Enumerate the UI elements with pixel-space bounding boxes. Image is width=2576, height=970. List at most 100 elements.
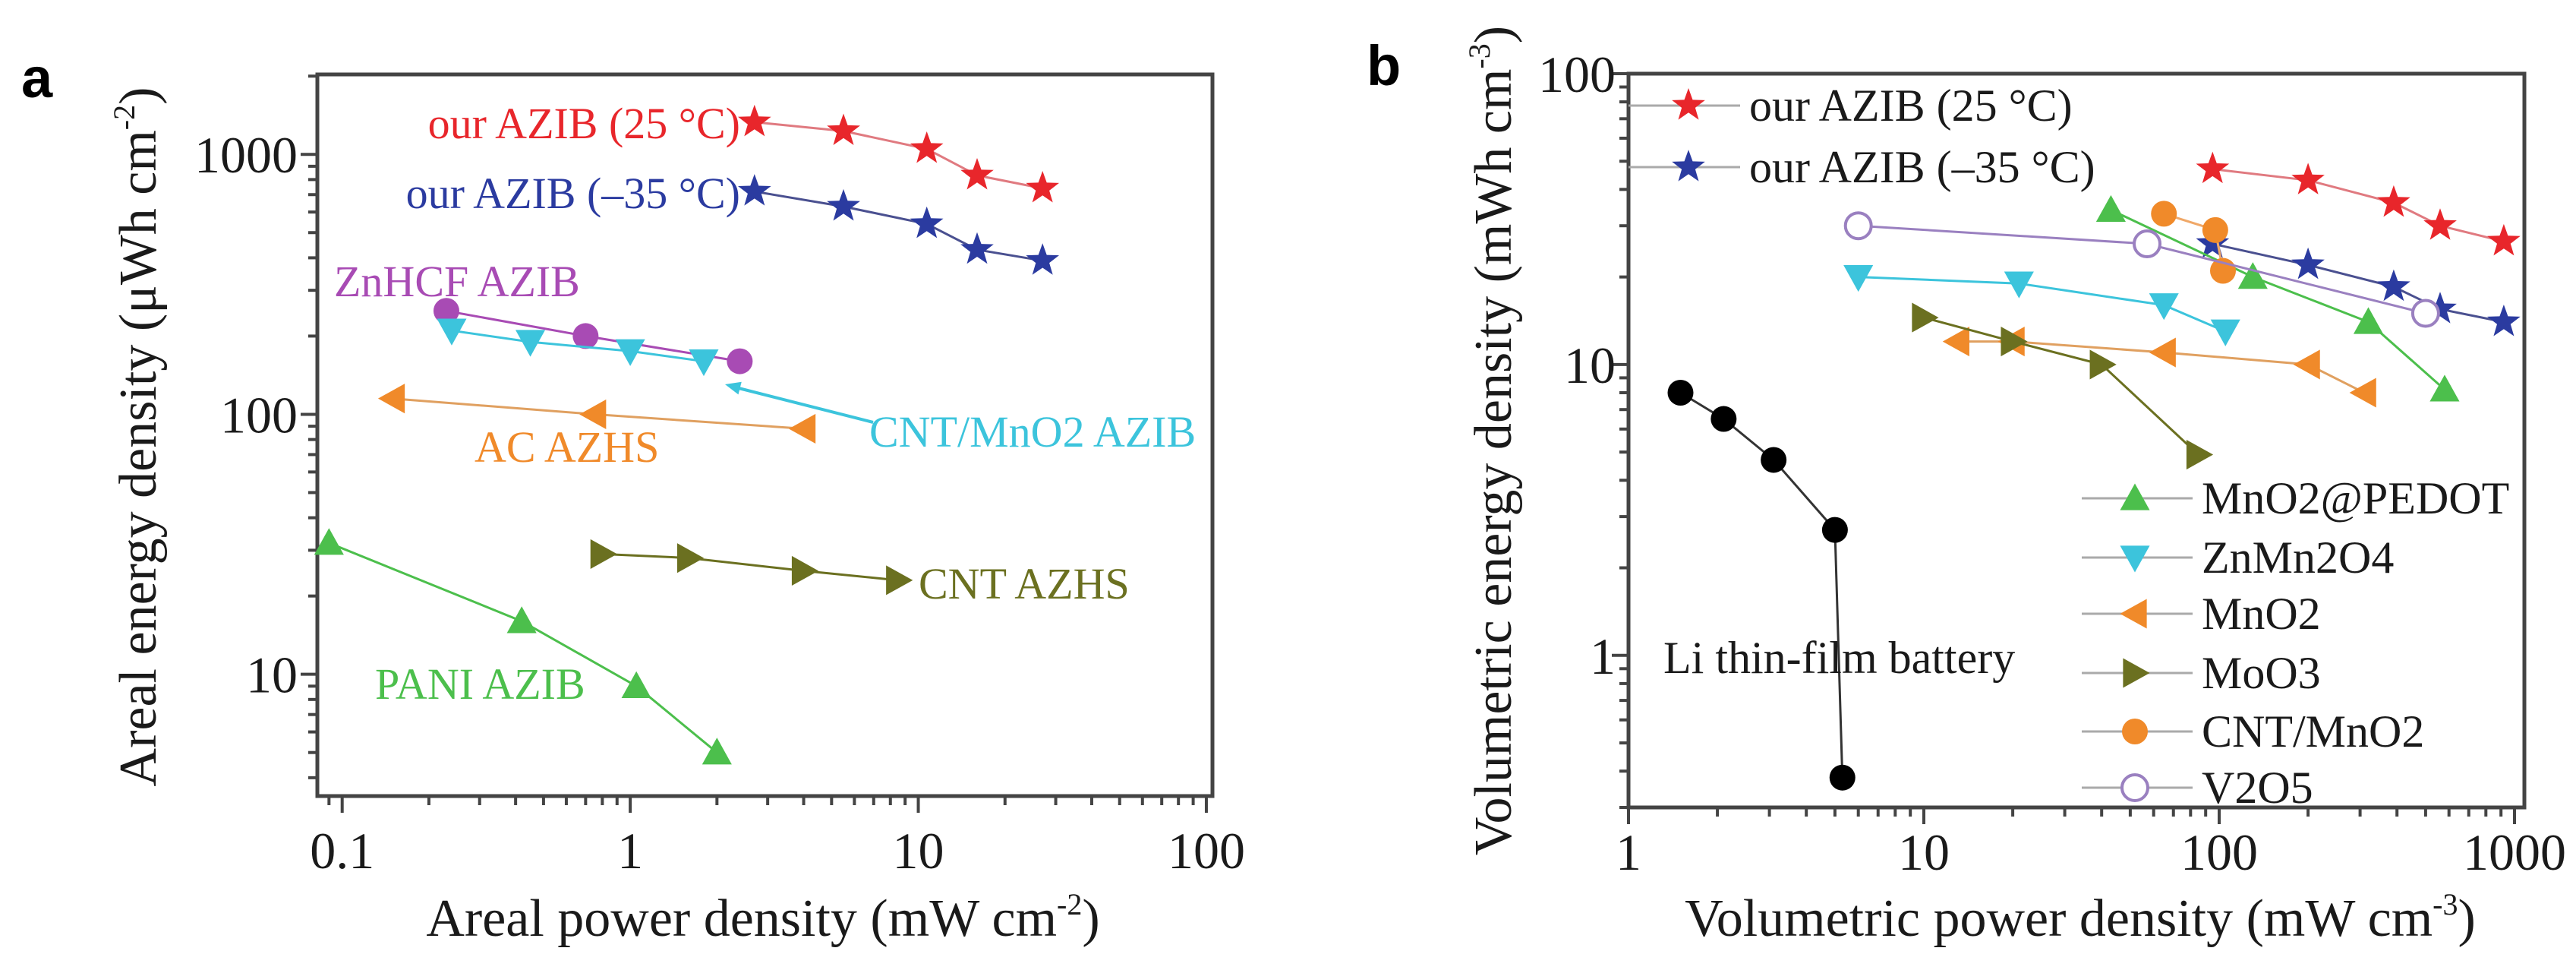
data-point xyxy=(2089,349,2117,380)
x-tick-label: 10 xyxy=(1898,823,1950,881)
series-mno2-pedot xyxy=(2095,194,2460,402)
series-line xyxy=(754,121,1043,190)
data-point xyxy=(2196,151,2230,184)
data-point xyxy=(2210,319,2240,346)
y-tick-label: 100 xyxy=(220,386,298,444)
y-axis-title-a: Areal energy density (μWh cm-2) xyxy=(107,87,168,787)
legend-marker xyxy=(1672,150,1705,182)
data-point xyxy=(2202,216,2228,243)
legend-entry: MnO2@PEDOT xyxy=(2082,473,2509,523)
data-point xyxy=(2237,262,2268,289)
data-point xyxy=(2353,307,2384,334)
data-point xyxy=(791,555,819,586)
legend-entry: MnO2 xyxy=(2082,589,2321,639)
data-point xyxy=(960,232,994,264)
series-line xyxy=(451,329,705,363)
legend-label: V2O5 xyxy=(2202,763,2313,813)
x-tick-label: 0.1 xyxy=(310,822,374,880)
x-tick-label: 10 xyxy=(893,822,944,880)
data-point xyxy=(377,384,405,414)
x-tick-label: 1 xyxy=(617,822,643,880)
data-point xyxy=(2429,374,2460,402)
y-tick-label: 100 xyxy=(1538,46,1616,103)
data-point xyxy=(2004,271,2034,299)
y-tick-label: 1000 xyxy=(194,126,298,184)
data-point xyxy=(2149,337,2176,368)
data-point xyxy=(506,606,537,634)
x-tick-label: 1 xyxy=(1616,823,1641,881)
series-line xyxy=(1679,391,1844,778)
x-tick-label: 100 xyxy=(1168,822,1245,880)
legend-entry: our AZIB (–35 °C) xyxy=(1629,142,2095,192)
series-our-azib-25-c- xyxy=(738,104,1059,203)
data-point xyxy=(2291,247,2325,280)
series-annotation: our AZIB (25 °C) xyxy=(428,99,740,148)
x-tick-label: 100 xyxy=(2180,823,2258,881)
legend-label: MnO2@PEDOT xyxy=(2202,473,2509,523)
series-line xyxy=(328,542,718,754)
legend-marker xyxy=(2123,658,2150,688)
series-line xyxy=(2212,168,2505,243)
data-point xyxy=(1942,327,1969,357)
plot-frame xyxy=(1626,71,2527,810)
data-point xyxy=(827,113,860,145)
legend-label: MoO3 xyxy=(2202,648,2321,698)
series-li-thin-film-battery xyxy=(1667,380,1856,791)
data-point xyxy=(1843,264,1874,292)
legend-label: our AZIB (25 °C) xyxy=(1749,81,2073,131)
data-point xyxy=(579,399,607,429)
data-point xyxy=(1026,171,1059,203)
data-point xyxy=(2186,439,2214,470)
legend-marker xyxy=(2120,483,2150,510)
series-znmn2o4 xyxy=(1843,264,2240,346)
series-annotation: AC AZHS xyxy=(475,422,659,472)
legend-label: our AZIB (–35 °C) xyxy=(1749,142,2095,192)
legend-marker xyxy=(2120,545,2150,573)
data-point xyxy=(2001,327,2028,357)
data-point xyxy=(2410,299,2440,328)
series-v2o5 xyxy=(1843,211,2440,328)
series-annotation: CNT/MnO2 AZIB xyxy=(869,407,1196,457)
data-point xyxy=(437,318,467,346)
legend-entry: our AZIB (25 °C) xyxy=(1629,81,2073,131)
series-our-azib-35-c- xyxy=(738,174,1059,275)
series-annotation: ZnHCF AZIB xyxy=(334,257,580,306)
legend-entry: V2O5 xyxy=(2082,763,2313,813)
data-point xyxy=(2149,293,2179,321)
data-point xyxy=(738,174,771,206)
data-point xyxy=(827,188,860,221)
series-annotation: Li thin-film battery xyxy=(1663,633,2015,683)
data-point xyxy=(1711,406,1737,432)
series-annotation: PANI AZIB xyxy=(375,659,585,709)
series-our-azib-25-c- xyxy=(2196,151,2521,256)
legend-entry: CNT/MnO2 xyxy=(2082,706,2424,757)
series-cnt-azhs xyxy=(590,539,913,596)
legend-marker xyxy=(2120,599,2147,629)
series-ac-azhs xyxy=(377,384,816,444)
data-point xyxy=(314,528,344,555)
data-point xyxy=(1667,380,1694,406)
series-line xyxy=(602,552,898,582)
legend-entry: ZnMn2O4 xyxy=(2082,532,2394,583)
y-axis-title-b: Volumetric energy density (mWh cm-3) xyxy=(1462,26,1523,855)
legend-label: MnO2 xyxy=(2202,589,2321,639)
data-point xyxy=(789,413,816,444)
series-cnt-mno2-azib xyxy=(437,318,719,377)
series-znhcf-azib xyxy=(433,298,753,374)
data-point xyxy=(1829,764,1856,791)
plot-frame xyxy=(315,72,1215,798)
x-axis-title-a: Areal power density (mW cm-2) xyxy=(426,887,1099,948)
plot-volumetric: 1 10 100 1000 1 10 100 our AZIB (25 °C) our AZIB… xyxy=(1538,46,2566,881)
data-point xyxy=(2133,229,2162,259)
annotation-arrow-head xyxy=(725,381,742,395)
data-point xyxy=(960,158,994,190)
series-line xyxy=(1923,316,2199,456)
series-annotation: our AZIB (–35 °C) xyxy=(406,169,740,218)
legend-label: ZnMn2O4 xyxy=(2202,532,2394,583)
data-point xyxy=(590,539,617,569)
x-tick-label: 1000 xyxy=(2463,823,2566,881)
legend-marker xyxy=(2120,773,2149,802)
series-line xyxy=(754,190,1043,262)
data-point xyxy=(910,206,944,239)
